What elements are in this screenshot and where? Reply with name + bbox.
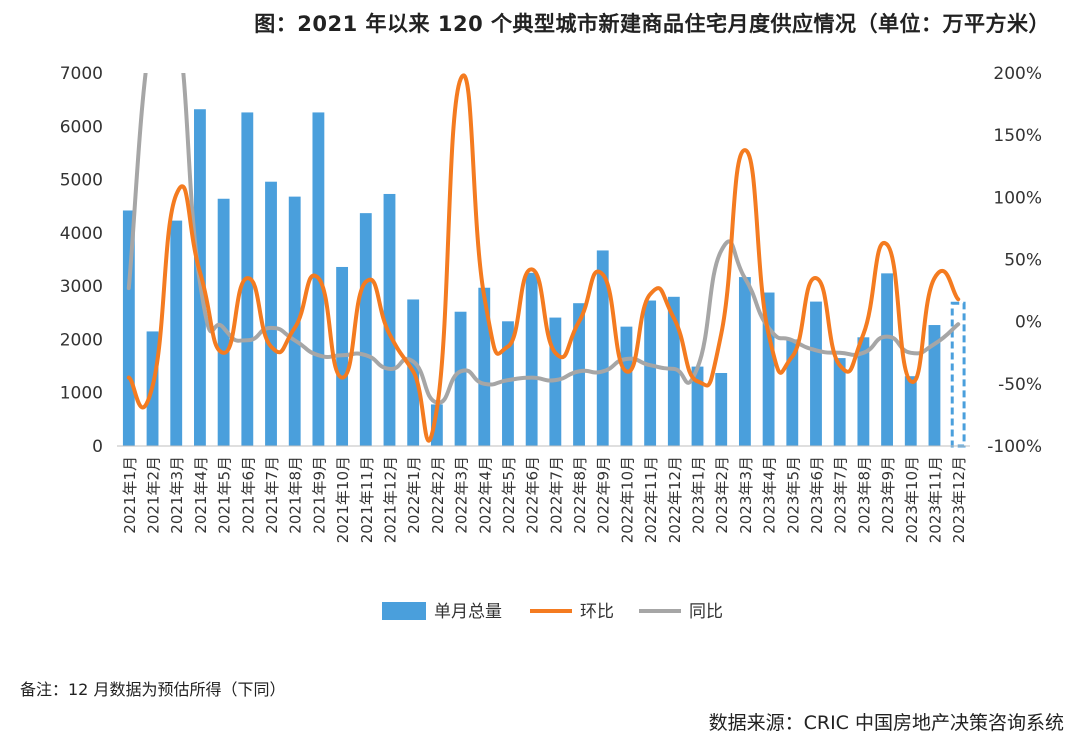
legend: 单月总量 环比 同比 bbox=[382, 602, 723, 622]
x-tick-label: 2023年3月 bbox=[737, 456, 755, 534]
x-tick-label: 2023年12月 bbox=[950, 456, 968, 543]
mom-line bbox=[126, 73, 961, 443]
left-tick-label: 5000 bbox=[60, 171, 103, 191]
bar bbox=[857, 337, 870, 446]
bar bbox=[833, 358, 846, 446]
bar bbox=[786, 339, 799, 446]
left-tick-label: 4000 bbox=[60, 224, 103, 244]
bar bbox=[122, 210, 135, 446]
left-tick-label: 7000 bbox=[60, 64, 103, 84]
x-tick-label: 2022年7月 bbox=[547, 456, 565, 534]
bar bbox=[881, 273, 893, 446]
x-tick-label: 2023年9月 bbox=[879, 456, 897, 534]
left-tick-label: 6000 bbox=[60, 117, 103, 137]
bar bbox=[644, 300, 657, 446]
x-tick-label: 2022年4月 bbox=[476, 456, 494, 534]
legend-label: 同比 bbox=[689, 602, 723, 622]
x-tick-label: 2023年6月 bbox=[808, 456, 826, 534]
bar bbox=[573, 303, 585, 446]
x-tick-label: 2023年4月 bbox=[761, 456, 779, 534]
x-tick-label: 2023年7月 bbox=[832, 456, 850, 534]
bar bbox=[170, 220, 183, 446]
bar bbox=[478, 287, 491, 446]
bar bbox=[288, 196, 301, 446]
x-tick-label: 2022年10月 bbox=[618, 456, 636, 543]
bar bbox=[738, 277, 751, 446]
x-tick-label: 2023年2月 bbox=[713, 456, 731, 534]
x-tick-label: 2022年12月 bbox=[666, 456, 684, 543]
bar bbox=[217, 198, 230, 446]
bar bbox=[620, 326, 633, 446]
x-tick-label: 2021年7月 bbox=[263, 456, 281, 534]
x-tick-label: 2021年11月 bbox=[358, 456, 376, 543]
data-source: 数据来源：CRIC 中国房地产决策咨询系统 bbox=[708, 712, 1064, 734]
right-tick-label: 0% bbox=[1015, 313, 1042, 333]
bar bbox=[359, 213, 372, 446]
right-tick-label: -50% bbox=[998, 375, 1042, 395]
right-tick-label: 100% bbox=[993, 188, 1042, 208]
x-tick-label: 2022年1月 bbox=[405, 456, 423, 534]
x-tick-label: 2021年6月 bbox=[239, 456, 257, 534]
footnote: 备注：12 月数据为预估所得（下同） bbox=[20, 680, 286, 699]
bar bbox=[596, 250, 609, 446]
bar bbox=[383, 193, 396, 446]
x-tick-label: 2021年9月 bbox=[310, 456, 328, 534]
plot-area bbox=[122, 73, 966, 448]
x-tick-label: 2022年11月 bbox=[642, 456, 660, 543]
right-tick-label: 200% bbox=[993, 64, 1042, 84]
x-tick-label: 2022年6月 bbox=[524, 456, 542, 534]
x-tick-label: 2022年3月 bbox=[453, 456, 471, 534]
chart-title: 图：2021 年以来 120 个典型城市新建商品住宅月度供应情况（单位：万平方米… bbox=[254, 12, 1050, 36]
x-tick-label: 2021年1月 bbox=[121, 456, 139, 534]
right-tick-label: 50% bbox=[1004, 251, 1042, 271]
bar bbox=[502, 321, 514, 446]
x-tick-label: 2021年10月 bbox=[334, 456, 352, 543]
x-tick-label: 2021年4月 bbox=[192, 456, 210, 534]
x-tick-label: 2023年1月 bbox=[690, 456, 708, 534]
bar bbox=[715, 372, 728, 446]
legend-label: 环比 bbox=[580, 602, 614, 622]
left-tick-label: 0 bbox=[92, 437, 103, 457]
x-tick-label: 2021年3月 bbox=[168, 456, 186, 534]
x-tick-label: 2023年8月 bbox=[855, 456, 873, 534]
x-tick-label: 2021年12月 bbox=[381, 456, 399, 543]
legend-label: 单月总量 bbox=[434, 602, 502, 622]
x-tick-label: 2022年5月 bbox=[500, 456, 518, 534]
x-tick-label: 2023年10月 bbox=[903, 456, 921, 543]
x-tick-label: 2021年5月 bbox=[216, 456, 234, 534]
bar bbox=[454, 311, 467, 446]
left-tick-label: 1000 bbox=[60, 384, 103, 404]
x-tick-label: 2022年9月 bbox=[595, 456, 613, 534]
left-axis: 0 1000 2000 3000 4000 5000 6000 7000 bbox=[60, 64, 103, 457]
right-tick-label: 150% bbox=[993, 126, 1042, 146]
x-tick-label: 2021年2月 bbox=[145, 456, 163, 534]
right-axis: -100% -50% 0% 50% 100% 150% 200% bbox=[987, 64, 1042, 457]
bar bbox=[904, 376, 917, 446]
bar bbox=[430, 404, 443, 446]
legend-bar-swatch bbox=[382, 602, 426, 620]
x-tick-label: 2023年5月 bbox=[784, 456, 802, 534]
left-tick-label: 3000 bbox=[60, 277, 103, 297]
x-axis: 2021年1月 2021年2月 2021年3月 2021年4月 2021年5月 2021年… bbox=[117, 445, 970, 543]
x-tick-label: 2022年2月 bbox=[429, 456, 447, 534]
yoy-line bbox=[126, 73, 961, 405]
x-tick-label: 2023年11月 bbox=[926, 456, 944, 543]
bar bbox=[928, 325, 941, 446]
bar bbox=[265, 181, 277, 446]
x-tick-label: 2021年8月 bbox=[287, 456, 305, 534]
bar bbox=[810, 301, 822, 446]
left-tick-label: 2000 bbox=[60, 330, 103, 350]
bar bbox=[667, 296, 680, 446]
x-tick-label: 2022年8月 bbox=[571, 456, 589, 534]
bar bbox=[762, 292, 775, 446]
bar bbox=[691, 366, 704, 446]
bar bbox=[525, 272, 538, 446]
right-tick-label: -100% bbox=[987, 437, 1042, 457]
